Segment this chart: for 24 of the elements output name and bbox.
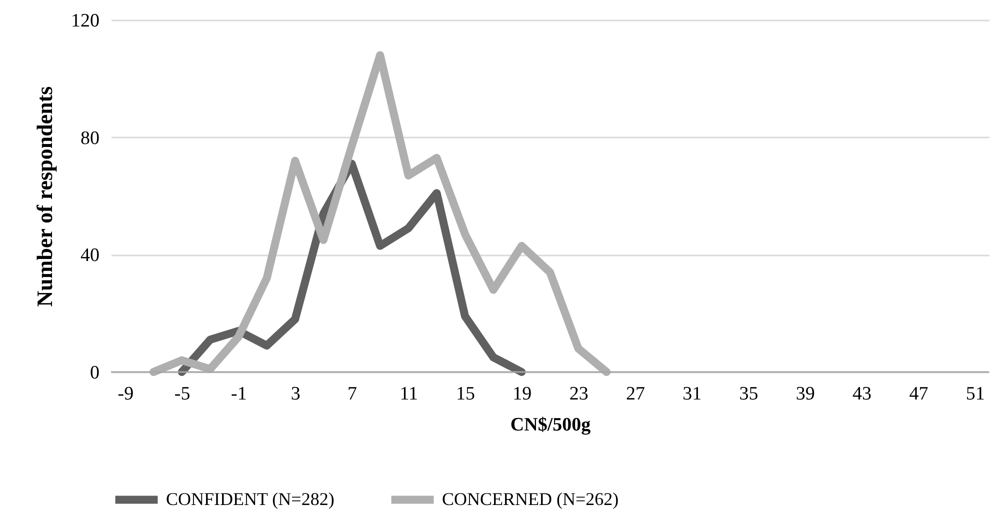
- y-axis-title: Number of respondents: [32, 86, 57, 307]
- y-tick-label: 40: [80, 245, 100, 266]
- x-tick-label: 43: [852, 384, 872, 404]
- x-tick-label: 39: [796, 384, 815, 404]
- x-tick-label: -9: [118, 384, 134, 404]
- legend-label: CONCERNED (N=262): [442, 488, 619, 509]
- x-tick-label: 15: [456, 384, 476, 404]
- y-tick-label: 80: [80, 128, 100, 149]
- x-tick-label: 23: [569, 384, 588, 404]
- x-tick-label: 7: [347, 384, 357, 404]
- x-tick-label: 51: [966, 384, 985, 404]
- x-tick-label: -5: [174, 384, 190, 404]
- x-tick-label: 19: [512, 384, 532, 404]
- x-tick-label: 27: [626, 384, 645, 404]
- x-tick-label: 35: [739, 384, 758, 404]
- x-tick-label: 11: [400, 384, 418, 404]
- x-tick-label: 31: [682, 384, 702, 404]
- x-tick-label: 3: [290, 384, 300, 404]
- y-tick-label: 0: [90, 362, 100, 384]
- legend-label: CONFIDENT (N=282): [166, 488, 334, 509]
- x-tick-label: -1: [231, 384, 247, 404]
- y-tick-label: 120: [71, 10, 100, 32]
- x-tick-label: 47: [909, 384, 928, 404]
- x-axis-title: CN$/500g: [510, 414, 592, 436]
